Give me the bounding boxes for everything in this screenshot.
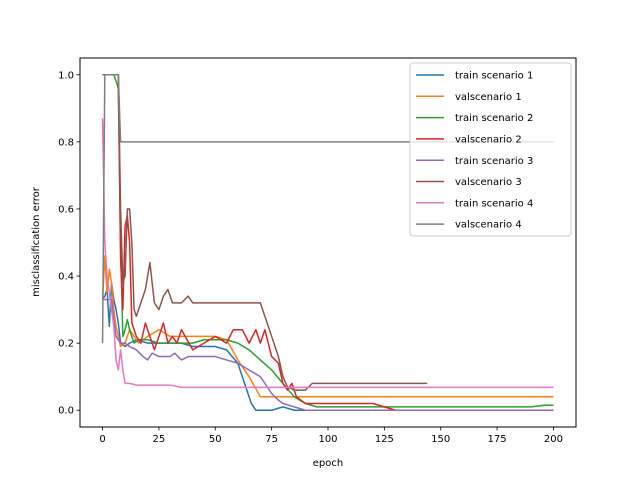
y-tick-label: 1.0 xyxy=(58,70,74,81)
legend-label: valscenario 1 xyxy=(455,92,522,103)
legend-box xyxy=(409,62,572,237)
series-line-2 xyxy=(101,255,554,398)
y-tick-label: 0.2 xyxy=(58,339,74,350)
x-tick-label: 150 xyxy=(431,434,450,445)
series-line-6 xyxy=(102,74,428,391)
plot-area: 0 25 50 75 100 125 150 175 200 0.0 0.2 0.4 0.6 0.8 1.… xyxy=(58,57,577,445)
y-tick-label: 0.8 xyxy=(58,137,74,148)
y-axis-label: misclassification error xyxy=(31,186,42,297)
legend: train scenario 1 valscenario 1 train scena… xyxy=(409,62,572,237)
y-tick-label: 0.0 xyxy=(58,406,74,417)
y-tick-label: 0.4 xyxy=(58,272,74,283)
legend-label: train scenario 2 xyxy=(455,113,533,124)
series-line-4 xyxy=(102,74,554,411)
series-line-5 xyxy=(102,298,554,411)
series-line-1 xyxy=(101,282,554,411)
series-line-3 xyxy=(102,74,554,408)
x-tick-label: 175 xyxy=(488,434,507,445)
legend-label: train scenario 4 xyxy=(455,198,533,209)
legend-label: train scenario 3 xyxy=(455,156,533,167)
y-tick-label: 0.6 xyxy=(58,204,74,215)
legend-label: valscenario 2 xyxy=(455,135,522,146)
x-axis-label: epoch xyxy=(313,458,343,469)
y-axis-ticks: 0.0 0.2 0.4 0.6 0.8 1.0 xyxy=(58,70,80,417)
legend-label: valscenario 3 xyxy=(455,177,522,188)
series-layer xyxy=(101,74,554,411)
x-tick-label: 75 xyxy=(265,434,278,445)
x-axis-ticks: 0 25 50 75 100 125 150 175 200 xyxy=(99,427,563,445)
x-tick-label: 0 xyxy=(99,434,105,445)
legend-label: train scenario 1 xyxy=(455,71,533,82)
x-tick-label: 25 xyxy=(153,434,166,445)
legend-label: valscenario 4 xyxy=(455,220,522,231)
x-tick-label: 50 xyxy=(209,434,222,445)
x-tick-label: 100 xyxy=(318,434,337,445)
x-tick-label: 200 xyxy=(544,434,563,445)
x-tick-label: 125 xyxy=(375,434,394,445)
series-line-7 xyxy=(101,118,554,389)
